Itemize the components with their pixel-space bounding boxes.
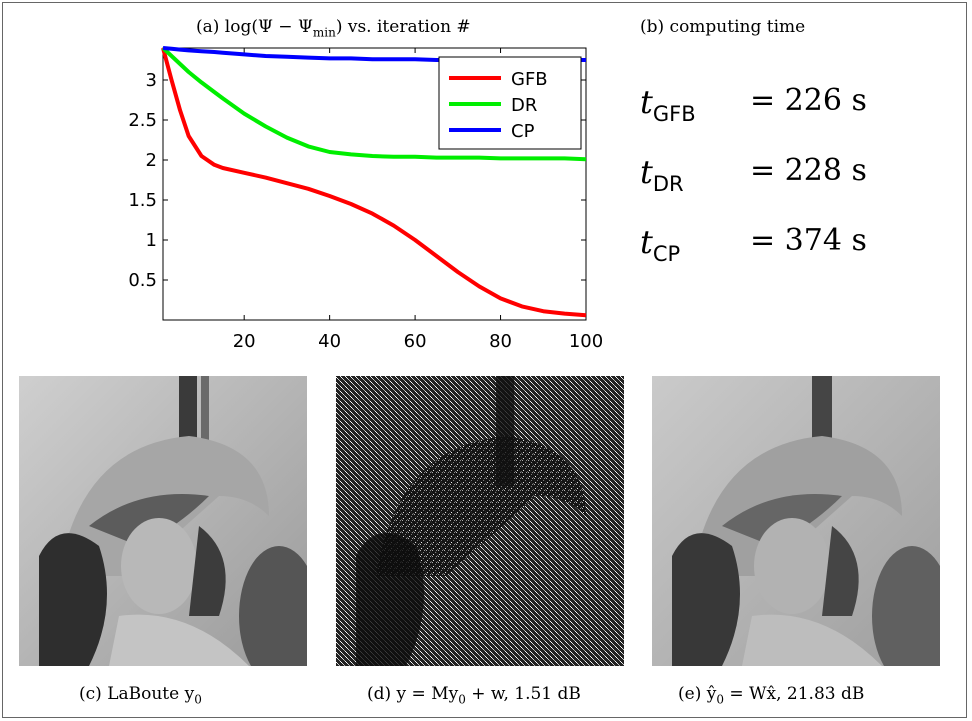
caption-a: (a) log(Ψ − Ψmin) vs. iteration #: [196, 17, 471, 40]
timing-value: = 228 s: [750, 153, 867, 188]
y-tick-label: 0.5: [128, 270, 157, 291]
caption-e: (e) ŷ0 = Wx̂, 21.83 dB: [678, 684, 865, 707]
convergence-chart: 0.5 1 1.5 2 2.5 3 20 40 60 80 100 GFB DR CP: [128, 46, 603, 352]
series-line-gfb: [161, 47, 587, 318]
timing-gfb: tGFB = 226 s: [640, 83, 867, 126]
y-tick-label: 3: [146, 70, 157, 91]
timing-var: t: [640, 223, 653, 261]
timing-value: = 374 s: [750, 223, 867, 258]
x-tick-label: 80: [489, 331, 512, 352]
timing-sub: GFB: [652, 102, 696, 126]
caption-d: (d) y = My0 + w, 1.51 dB: [367, 684, 581, 707]
timing-sub: DR: [652, 172, 684, 196]
x-tick-label: 100: [569, 331, 603, 352]
timing-dr: tDR = 228 s: [640, 153, 867, 196]
legend-label: DR: [511, 95, 537, 116]
y-tick-label: 1.5: [128, 190, 157, 211]
series-line-dr: [161, 46, 587, 162]
y-tick-label: 2: [146, 150, 157, 171]
timing-value: = 226 s: [750, 83, 867, 118]
y-tick-label: 2.5: [128, 110, 157, 131]
x-tick-label: 20: [233, 331, 256, 352]
timing-cp: tCP = 374 s: [640, 223, 867, 266]
original-photo: [19, 376, 307, 666]
timing-var: t: [640, 83, 653, 121]
restored-photo: [652, 376, 940, 666]
caption-b: (b) computing time: [640, 17, 806, 37]
timing-sub: CP: [652, 242, 681, 266]
legend-label: GFB: [511, 69, 548, 90]
masked-noisy-photo: [336, 376, 624, 666]
x-tick-label: 60: [404, 331, 427, 352]
legend-label: CP: [511, 121, 535, 142]
y-tick-label: 1: [146, 230, 157, 251]
x-tick-label: 40: [318, 331, 341, 352]
caption-c: (c) LaBoute y0: [79, 684, 202, 707]
timing-var: t: [640, 153, 653, 191]
